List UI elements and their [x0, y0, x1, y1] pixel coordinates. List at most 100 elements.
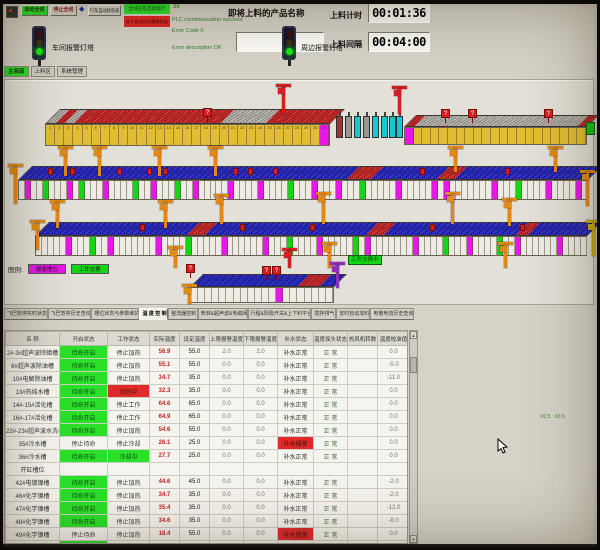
table-cell: 停止加热	[107, 514, 150, 528]
table-cell: 44.6	[149, 475, 180, 489]
table-cell: 待命开启	[59, 384, 108, 398]
table-row[interactable]: 22#-23#超声波水洗槽 待命开启 停止加热 54.6 55.0 0.0 0.0 补水正常正…	[5, 423, 407, 437]
table-cell: 35.0	[179, 384, 210, 398]
table-cell: 0.0	[243, 514, 278, 528]
table-header-cell: 补水状态	[277, 331, 314, 346]
line-running-status: 全线正在自动运行	[124, 4, 170, 14]
section-tab[interactable]: 飞巴暂停实时状态	[4, 308, 48, 320]
table-cell	[179, 462, 210, 476]
section-tab[interactable]: 槽位状态与参数维护	[91, 308, 140, 320]
table-cell: 0.0	[243, 449, 278, 463]
table-row[interactable]: 46#化学镍槽 待命开启 停止加热 34.7 35.0 0.0 0.0 补水正常正 常 -2.0	[5, 488, 407, 502]
loading-timer-label: 上料计时	[330, 11, 362, 20]
table-cell	[347, 527, 378, 541]
table-row[interactable]: 10#电解除油槽 待命开启 停止加热 34.7 35.0 0.0 0.0 补水正常正 常 -11…	[5, 371, 407, 385]
table-cell: 停止加热	[107, 345, 150, 359]
table-cell	[347, 501, 378, 515]
table-row[interactable]: 48#化学镍槽 待命开启 停止加热 34.6 35.0 0.0 0.0 补水正常正 常 -8.0	[5, 514, 407, 528]
start-line-button[interactable]: 启动全线	[21, 5, 48, 16]
table-row[interactable]: 42#电镀镍槽 待命开启 停止加热 44.6 45.0 0.0 0.0 补水正常正 常 -2.0	[5, 475, 407, 489]
table-cell: 0.0	[243, 436, 278, 450]
table-cell: 45.0	[179, 475, 210, 489]
table-cell: 待命开启	[59, 358, 108, 372]
table-row[interactable]: 49#化学镍槽 停止待命 停止加热 18.4 55.0 0.0 0.0 补水报警正 常 0.0	[5, 527, 407, 541]
table-row[interactable]: 6#超声波除油槽 待命开启 停止加热 55.1 55.0 0.0 0.0 补水正常正 常 -5.…	[5, 358, 407, 372]
table-cell	[347, 475, 378, 489]
table-row[interactable]: 13#热纯水槽 待命开启 加热中 32.3 35.0 0.0 0.0 补水正常正 常 0.0	[5, 384, 407, 398]
section-tab[interactable]: 整流器控制	[168, 308, 198, 320]
scrollbar-thumb[interactable]	[410, 357, 417, 373]
table-cell: 正 常	[313, 397, 348, 411]
table-header-cell: 工作状态	[107, 331, 150, 346]
table-cell: 待命开启	[59, 397, 108, 411]
table-cell: 0.0	[377, 423, 407, 437]
table-cell: 待命开启	[59, 475, 108, 489]
table-cell: 0.0	[243, 358, 278, 372]
table-cell: 0.0	[377, 527, 407, 541]
table-cell: 34.7	[149, 488, 180, 502]
section-tab[interactable]: 飞巴暂停历史查询	[47, 308, 92, 320]
table-row[interactable]: 47#化学镍槽 待命开启 停止加热 35.4 35.0 0.0 0.0 补水正常正 常 -12.…	[5, 501, 407, 515]
table-cell: 0.0	[243, 488, 278, 502]
nav-tab-main[interactable]: 主画面	[4, 66, 29, 77]
table-scrollbar[interactable]: ▲ ▼	[409, 330, 418, 544]
scroll-up-icon[interactable]: ▲	[410, 331, 417, 339]
legend-title: 图例:	[8, 267, 23, 274]
table-cell: 停止工作	[107, 397, 150, 411]
section-tab[interactable]: 电镀电流历史查询	[370, 308, 415, 320]
table-row[interactable]: 36#冷水槽 待命开启 冷却中 27.7 25.0 0.0 0.0 补水正常正 常 0.0	[5, 449, 407, 463]
product-name-input[interactable]	[236, 32, 324, 52]
table-cell: 47#化学镍槽	[5, 501, 60, 515]
table-cell: 0.0	[243, 423, 278, 437]
table-cell: 0.0	[243, 384, 278, 398]
nav-tab-loading-area[interactable]: 上料区	[30, 66, 56, 77]
loading-interval-label: 上料间隔	[330, 40, 362, 49]
table-header-cell: 实际温度	[149, 331, 180, 346]
table-cell: 55.0	[179, 345, 210, 359]
stop-line-button[interactable]: 停止全线	[50, 5, 77, 16]
table-cell: 0.0	[243, 475, 278, 489]
nav-tab-system[interactable]: 系统管理	[57, 66, 88, 77]
plc-status-line: PLC communication success	[172, 17, 243, 23]
table-cell: 48#化学镍槽	[5, 514, 60, 528]
perimeter-alarm-traffic-light-icon	[282, 26, 296, 60]
table-cell: 13#热纯水槽	[5, 384, 60, 398]
table-cell: 56.9	[149, 345, 180, 359]
table-row[interactable]: 开缸槽位	[5, 462, 407, 476]
table-cell: 36#冷水槽	[5, 449, 60, 463]
table-cell: 补水报警	[277, 527, 314, 541]
section-tab[interactable]: 喷淋&超声波&电磁阀	[197, 308, 248, 320]
table-cell: 35.0	[179, 371, 210, 385]
temperature-table-wrap: 名 称开启状态 工作状态 实际温度 设定温度 上限报警温度 下限报警温度 补水状态 温度探头状…	[4, 330, 408, 544]
table-cell: 18.4	[149, 527, 180, 541]
traffic-light-pole	[288, 60, 291, 66]
table-cell: 0.0	[243, 397, 278, 411]
table-row[interactable]: 35#冷水槽 停止待命 停止冷却 26.1 25.0 0.0 0.0 补水报警正 常 0.0	[5, 436, 407, 450]
table-cell: -12.0	[377, 501, 407, 515]
scroll-down-icon[interactable]: ▼	[410, 535, 417, 543]
section-tab[interactable]: 行程&阳极开关&上下料平台	[247, 308, 312, 320]
table-cell	[347, 345, 378, 359]
table-row[interactable]: 2#-3#超声波除蜡槽 待命开启 停止加热 56.9 55.0 2.0 2.0 补水正常正 常…	[5, 345, 407, 359]
scale-note: X0.5 : X0.5	[540, 414, 565, 420]
section-tab[interactable]: 搅拌排气	[311, 308, 337, 320]
table-cell: 补水正常	[277, 410, 314, 424]
section-tab[interactable]: 安时自动加料	[336, 308, 371, 320]
workpiece-exchange-status: 工件交换中	[348, 255, 382, 265]
table-cell: 待命开启	[59, 449, 108, 463]
table-cell: 27.7	[149, 449, 180, 463]
crane-auto-status-button[interactable]: 行车自动状态表	[88, 5, 121, 16]
table-cell: 0.0	[243, 527, 278, 541]
table-cell: 64.6	[149, 397, 180, 411]
table-cell	[377, 462, 407, 476]
section-tab[interactable]: 温 度 控 制	[139, 308, 169, 320]
table-cell	[347, 371, 378, 385]
table-cell: 0.0	[377, 436, 407, 450]
table-cell: 补水正常	[277, 384, 314, 398]
table-cell: 55.0	[179, 358, 210, 372]
photo-frame	[597, 0, 600, 550]
table-cell: 补水正常	[277, 488, 314, 502]
